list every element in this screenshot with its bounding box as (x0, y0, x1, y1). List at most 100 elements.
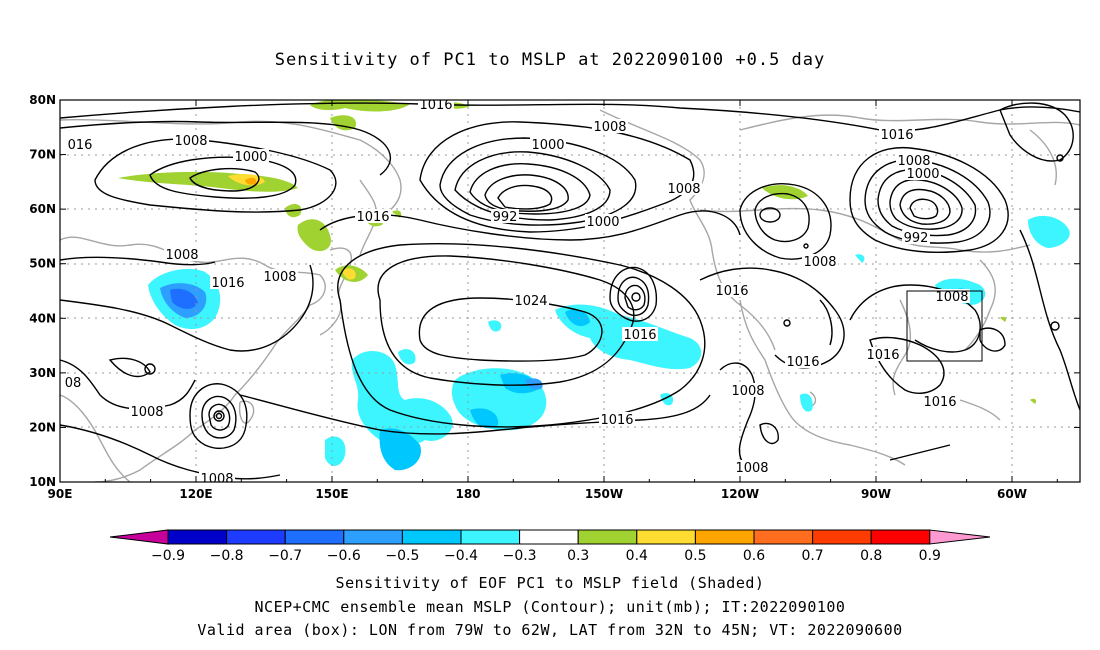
colorbar-label: −0.3 (503, 548, 537, 564)
plot-frame (59, 99, 1081, 483)
colorbar-label: −0.8 (210, 548, 244, 564)
contour-label-bg (418, 100, 454, 111)
colorbar-label: 0.3 (567, 548, 589, 564)
lat-tick-label: 50N (29, 257, 56, 271)
contour-label: 1000 (234, 150, 267, 165)
contour-label-bg (802, 254, 838, 268)
colorbar-segment (753, 529, 814, 545)
contour-label: 1016 (715, 284, 748, 299)
colorbar-high-triangle (929, 529, 991, 545)
contour-label: 1008 (263, 270, 296, 285)
lat-tick-label: 60N (29, 202, 56, 216)
colorbar-segment (812, 529, 872, 545)
colorbar-segment (460, 529, 521, 545)
contour-label-bg (902, 230, 930, 244)
contour-label-bg (585, 214, 621, 228)
contour-label-bg (785, 354, 821, 368)
colorbar-segment (694, 529, 755, 545)
lon-tick-label: 120E (179, 487, 212, 501)
colorbar-label: 0.5 (684, 548, 706, 564)
colorbar-segment (401, 529, 462, 545)
lon-tick-label: 90W (861, 487, 891, 501)
contour-label: 1016 (880, 128, 913, 143)
contour-label-bg (599, 412, 635, 426)
lon-axis: 90E 120E 150E 180 150W 120W 90W 60W (48, 100, 1058, 501)
colorbar-segment (577, 529, 638, 545)
lon-tick-label: 180 (455, 487, 480, 501)
contour-label: 1016 (923, 395, 956, 410)
colorbar-label: 0.4 (626, 548, 648, 564)
contour-label-bg (66, 137, 94, 151)
contour-label: 1000 (531, 138, 564, 153)
contour-label-bg (896, 153, 932, 167)
colorbar-label: 0.6 (743, 548, 765, 564)
contour-label: 1008 (731, 384, 764, 399)
contour-label: 1008 (735, 461, 768, 476)
colorbar-segment (636, 529, 696, 545)
contour-label-bg (210, 275, 246, 289)
contour-label: 1000 (906, 167, 939, 182)
mslp-contours (60, 102, 1080, 480)
colorbar-label: 0.8 (860, 548, 882, 564)
colorbar-label: −0.5 (385, 548, 419, 564)
contour-label: 992 (904, 231, 929, 246)
contour-label-bg (129, 404, 165, 418)
contour-label-bg (530, 137, 566, 151)
lon-tick-label: 60W (997, 487, 1027, 501)
contour-label-bg (734, 460, 770, 474)
colorbar-segment (226, 529, 286, 545)
caption-line-3: Valid area (box): LON from 79W to 62W, L… (197, 621, 903, 639)
contour-label: 1008 (174, 134, 207, 149)
lat-axis: 80N 70N 60N 50N 40N 30N 20N 10N (29, 93, 1080, 489)
colorbar-label: −0.6 (327, 548, 361, 564)
contour-label-bg (879, 127, 915, 141)
caption-line-1: Sensitivity of EOF PC1 to MSLP field (Sh… (335, 574, 765, 592)
contour-label-bg (922, 394, 958, 408)
contour-label-bg (262, 269, 298, 283)
contour-label: 1008 (803, 255, 836, 270)
contour-label: 1016 (356, 210, 389, 225)
contour-label-bg (164, 247, 200, 261)
lon-tick-label: 120W (721, 487, 759, 501)
lat-tick-label: 30N (29, 366, 56, 380)
colorbar-segment (343, 529, 403, 545)
contour-label: 1008 (667, 182, 700, 197)
map-title: Sensitivity of PC1 to MSLP at 2022090100… (274, 50, 826, 70)
contour-label-bg (355, 209, 391, 223)
contour-label: 1008 (593, 120, 626, 135)
contour-label-bg (730, 383, 766, 397)
caption-line-2: NCEP+CMC ensemble mean MSLP (Contour); u… (254, 598, 846, 616)
contour-label: 1008 (130, 405, 163, 420)
colorbar-label: −0.7 (268, 548, 302, 564)
contour-label-bg (666, 181, 702, 195)
colorbar-label: 0.9 (919, 548, 941, 564)
contour-label: 1016 (211, 276, 244, 291)
contour-label: 1008 (935, 290, 968, 305)
contour-label-bg (233, 149, 269, 163)
contour-label-bg (622, 327, 658, 341)
contour-label: 1008 (165, 248, 198, 263)
contour-label-bg (905, 166, 941, 180)
contour-label: 1008 (897, 154, 930, 169)
contour-label: 1024 (514, 294, 547, 309)
contour-label: 016 (68, 138, 93, 153)
colorbar-label: −0.9 (151, 548, 185, 564)
lat-tick-label: 40N (29, 311, 56, 325)
colorbar: −0.9 −0.8 −0.7 −0.6 −0.5 −0.4 −0.3 0.3 0.4 0.5 0.6… (109, 529, 991, 564)
lat-tick-label: 70N (29, 148, 56, 162)
lon-tick-label: 150W (585, 487, 623, 501)
contour-label: 1016 (866, 348, 899, 363)
contour-label: 1016 (786, 355, 819, 370)
contour-label: 1016 (623, 328, 656, 343)
contour-label-bg (199, 471, 235, 482)
lat-tick-label: 20N (29, 420, 56, 434)
contour-label-bg (714, 283, 750, 297)
contour-label-bg (63, 375, 83, 389)
contour-label: 1000 (586, 215, 619, 230)
contour-label-bg (173, 133, 209, 147)
valid-area-box (906, 290, 983, 362)
contour-label-bg (865, 347, 901, 361)
colorbar-segment (870, 529, 931, 545)
lon-tick-label: 150E (315, 487, 348, 501)
